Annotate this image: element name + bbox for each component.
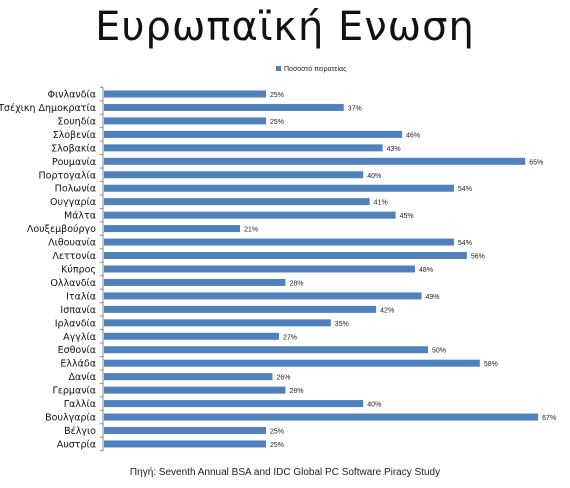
bar [104, 346, 428, 354]
bar [104, 319, 331, 327]
bar [104, 386, 286, 394]
bar [104, 278, 286, 286]
data-label: 27% [283, 334, 297, 341]
category-label: Ουγγαρία [50, 197, 96, 208]
category-label: Κύπρος [61, 264, 96, 275]
bar [104, 211, 396, 219]
bar [104, 265, 416, 273]
category-label: Δανία [68, 372, 96, 383]
bar [104, 130, 403, 138]
category-label: Ελλάδα [60, 359, 96, 370]
legend: Ποσοστό πειρατείας [276, 65, 347, 73]
page-title: Ευρωπαϊκή Ενωση [95, 4, 475, 50]
category-label: Σλοβενία [53, 130, 96, 141]
category-label: Φινλανδία [48, 90, 96, 101]
bar [104, 144, 383, 152]
bar [104, 292, 422, 300]
legend-label: Ποσοστό πειρατείας [284, 65, 347, 73]
data-label: 50% [432, 348, 446, 355]
bar [104, 225, 241, 233]
category-label: Λουξεμβούργο [27, 224, 96, 235]
data-label: 37% [348, 105, 362, 112]
category-label: Σλοβακία [51, 143, 96, 154]
bar [104, 427, 266, 434]
bar [104, 90, 266, 98]
category-label: Πολωνία [55, 184, 96, 195]
source-note: Πηγή: Seventh Annual BSA and IDC Global … [129, 467, 441, 478]
category-label: Πορτογαλία [38, 170, 96, 181]
category-label: Ολλανδία [50, 278, 96, 289]
category-label: Λιθουανία [48, 238, 96, 249]
data-label: 56% [471, 254, 485, 261]
category-label: Ιταλία [66, 291, 96, 302]
category-label: Εσθονία [58, 345, 96, 356]
data-label: 45% [400, 213, 414, 220]
data-label: 54% [458, 186, 472, 193]
data-label: 43% [387, 146, 401, 153]
bar [104, 198, 370, 206]
data-label: 28% [289, 388, 303, 395]
category-labels: Φινλανδία Τσέχικη Δημοκρατία Σουηδία Σλοβεν… [0, 90, 96, 451]
data-label: 25% [270, 442, 284, 449]
data-label: 35% [335, 321, 349, 328]
bar [104, 117, 266, 125]
data-label: 41% [374, 200, 388, 207]
category-label: Γερμανία [52, 386, 96, 397]
bar [104, 252, 467, 260]
bar [104, 373, 273, 381]
category-label: Λεττονία [52, 251, 96, 262]
bar [104, 157, 526, 165]
bar [104, 103, 344, 111]
data-label: 25% [270, 429, 284, 436]
data-label: 40% [367, 402, 381, 409]
category-label: Τσέχικη Δημοκρατία [0, 103, 96, 114]
category-label: Ιρλανδία [55, 318, 96, 329]
category-label: Σουηδία [57, 116, 96, 127]
data-label: 28% [289, 280, 303, 287]
value-labels: 25% 37% 25% 46% 43% 65% 40% 54% 41% 45% 21% 54% 56% 4… [244, 92, 556, 449]
category-label: Βουλγαρία [45, 413, 96, 424]
bar [104, 171, 364, 179]
data-label: 26% [276, 375, 290, 382]
data-label: 48% [419, 267, 433, 274]
data-label: 49% [426, 294, 440, 301]
category-label: Βέλγιο [64, 426, 96, 437]
data-label: 25% [270, 119, 284, 126]
data-label: 42% [380, 307, 394, 314]
bar [104, 238, 454, 246]
data-label: 65% [529, 159, 543, 166]
data-label: 54% [458, 240, 472, 247]
category-label: Αγγλία [63, 332, 96, 343]
category-label: Αυστρία [57, 439, 96, 450]
data-label: 67% [542, 415, 556, 422]
category-label: Μάλτα [64, 211, 96, 222]
data-label: 40% [367, 173, 381, 180]
legend-swatch [276, 66, 281, 71]
bar [104, 413, 539, 421]
bar [104, 332, 279, 340]
category-label: Ρουμανία [52, 157, 96, 168]
data-label: 21% [244, 227, 258, 234]
bar [104, 440, 266, 448]
bar [104, 400, 364, 408]
data-label: 25% [270, 92, 284, 99]
bars-group [104, 90, 539, 448]
category-label: Γαλλία [64, 399, 96, 410]
category-label: Ισπανία [60, 305, 96, 316]
bar [104, 184, 454, 192]
data-label: 58% [484, 361, 498, 368]
bar [104, 305, 377, 313]
bar [104, 359, 480, 367]
data-label: 46% [406, 132, 420, 139]
y-axis [100, 86, 104, 452]
